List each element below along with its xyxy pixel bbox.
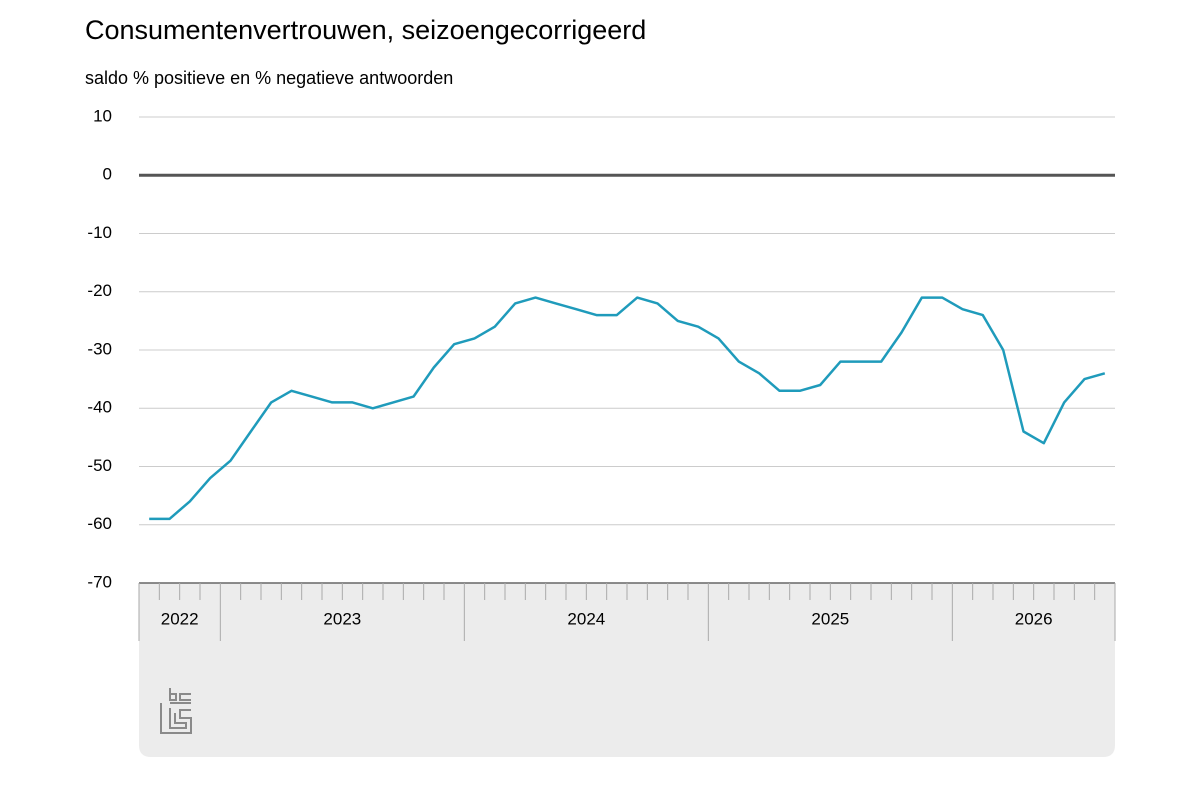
x-tick-label: 2024: [567, 609, 605, 628]
line: [149, 296, 1106, 521]
chart-subtitle: saldo % positieve en % negatieve antwoor…: [85, 68, 453, 88]
footer-panel: [139, 583, 1115, 757]
x-tick-label: 2026: [1015, 609, 1053, 628]
y-tick-label: 10: [93, 106, 112, 125]
chart-title: Consumentenvertrouwen, seizoengecorrigee…: [85, 15, 646, 45]
x-tick-label: 2022: [161, 609, 199, 628]
y-tick-label: -40: [87, 398, 112, 417]
y-tick-label: -50: [87, 456, 112, 475]
y-tick-label: -20: [87, 281, 112, 300]
y-tick-label: -60: [87, 514, 112, 533]
logo: [160, 688, 192, 734]
y-tick-label: -70: [87, 572, 112, 591]
y-tick-label: 0: [103, 165, 112, 184]
x-tick-label: 2023: [323, 609, 361, 628]
y-tick-label: -30: [87, 339, 112, 358]
x-tick-label: 2025: [811, 609, 849, 628]
y-tick-label: -10: [87, 223, 112, 242]
